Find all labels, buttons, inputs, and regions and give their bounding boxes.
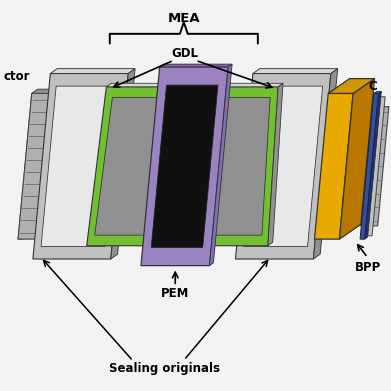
Text: C: C	[368, 80, 377, 93]
Polygon shape	[314, 93, 353, 239]
Polygon shape	[33, 74, 128, 259]
Polygon shape	[161, 83, 185, 246]
Polygon shape	[202, 97, 270, 235]
Polygon shape	[365, 91, 381, 239]
Polygon shape	[210, 64, 232, 265]
Text: GDL: GDL	[171, 47, 198, 60]
Polygon shape	[361, 107, 389, 226]
Polygon shape	[160, 64, 232, 67]
Polygon shape	[268, 83, 283, 246]
Polygon shape	[50, 69, 135, 74]
Text: Sealing originals: Sealing originals	[109, 362, 220, 375]
Polygon shape	[235, 74, 331, 259]
Polygon shape	[314, 69, 338, 259]
Polygon shape	[204, 83, 283, 87]
Polygon shape	[194, 87, 278, 246]
Polygon shape	[244, 86, 323, 246]
Polygon shape	[364, 97, 385, 236]
Polygon shape	[18, 93, 54, 239]
Polygon shape	[32, 89, 59, 93]
Text: ctor: ctor	[4, 70, 30, 83]
Polygon shape	[253, 69, 338, 74]
Polygon shape	[141, 67, 228, 265]
Polygon shape	[40, 89, 59, 239]
Text: MEA: MEA	[167, 12, 200, 25]
Polygon shape	[41, 86, 120, 246]
Polygon shape	[360, 93, 378, 239]
Polygon shape	[87, 87, 180, 246]
Polygon shape	[151, 85, 218, 248]
Text: PEM: PEM	[161, 287, 189, 300]
Polygon shape	[111, 69, 135, 259]
Text: BPP: BPP	[355, 260, 381, 274]
Polygon shape	[328, 79, 375, 93]
Polygon shape	[374, 91, 381, 93]
Polygon shape	[339, 79, 375, 239]
Polygon shape	[106, 83, 185, 87]
Polygon shape	[18, 93, 36, 239]
Polygon shape	[95, 97, 172, 235]
